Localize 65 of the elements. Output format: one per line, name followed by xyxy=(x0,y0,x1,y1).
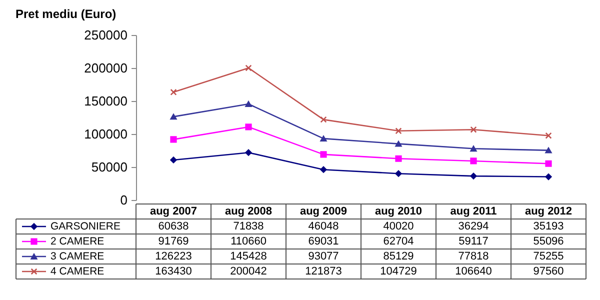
data-label: 106640 xyxy=(455,266,492,278)
point xyxy=(320,136,327,142)
data-label: 91769 xyxy=(158,236,189,248)
data-label: 36294 xyxy=(458,220,489,232)
data-label: 46048 xyxy=(308,220,339,232)
point xyxy=(395,128,402,134)
data-label: 121873 xyxy=(305,266,342,278)
legend-label: 3 CAMERE xyxy=(50,250,104,262)
chart-title: Pret mediu (Euro) xyxy=(16,7,116,21)
data-label: 69031 xyxy=(308,236,339,248)
point xyxy=(320,116,327,123)
point xyxy=(545,147,552,154)
data-label: 35193 xyxy=(533,220,564,232)
point xyxy=(395,170,402,177)
point xyxy=(170,156,177,164)
data-label: 71838 xyxy=(233,220,264,232)
point xyxy=(470,172,477,180)
x-tick-label: aug 2010 xyxy=(374,206,422,218)
y-tick-label: 50000 xyxy=(91,160,128,174)
point xyxy=(245,64,252,72)
data-label: 145428 xyxy=(230,250,267,262)
data-label: 77818 xyxy=(458,250,489,262)
point xyxy=(320,151,327,158)
x-tick-label: aug 2008 xyxy=(224,206,272,218)
y-tick-label: 200000 xyxy=(84,60,128,76)
point xyxy=(395,140,402,147)
data-label: 163430 xyxy=(155,266,192,278)
data-label: 75255 xyxy=(533,250,564,262)
data-label: 126223 xyxy=(155,250,192,262)
legend-label: GARSONIERE xyxy=(50,220,121,232)
data-label: 85129 xyxy=(383,250,414,262)
point xyxy=(320,166,327,173)
x-tick-label: aug 2007 xyxy=(150,206,198,218)
y-tick-label: 150000 xyxy=(84,94,128,108)
point xyxy=(245,149,252,156)
legend-label: 4 CAMERE xyxy=(50,266,104,278)
data-label: 59117 xyxy=(458,236,488,248)
point xyxy=(470,126,477,133)
point xyxy=(245,124,252,130)
legend-label: 2 CAMERE xyxy=(50,236,104,248)
point xyxy=(245,101,252,107)
y-tick-label: 100000 xyxy=(84,126,128,142)
data-label: 60638 xyxy=(158,220,189,232)
x-tick-label: aug 2012 xyxy=(524,206,572,218)
data-label: 110660 xyxy=(230,236,266,248)
point xyxy=(545,173,552,180)
y-tick-label: 250000 xyxy=(84,28,128,42)
point xyxy=(170,136,177,143)
data-label: 40020 xyxy=(383,220,414,232)
point xyxy=(170,114,177,120)
point xyxy=(545,132,552,139)
point xyxy=(395,155,402,162)
data-label: 93077 xyxy=(308,250,339,262)
data-label: 200042 xyxy=(230,266,267,278)
point xyxy=(170,88,177,96)
point xyxy=(470,146,477,152)
data-label: 62704 xyxy=(383,236,414,248)
data-label: 55096 xyxy=(533,236,564,248)
point xyxy=(545,160,552,167)
data-label: 97560 xyxy=(533,266,564,278)
x-tick-label: aug 2011 xyxy=(450,206,497,218)
data-label: 104729 xyxy=(380,266,417,278)
y-tick-label: 0 xyxy=(120,192,128,208)
point xyxy=(470,158,477,164)
x-tick-label: aug 2009 xyxy=(300,206,348,218)
